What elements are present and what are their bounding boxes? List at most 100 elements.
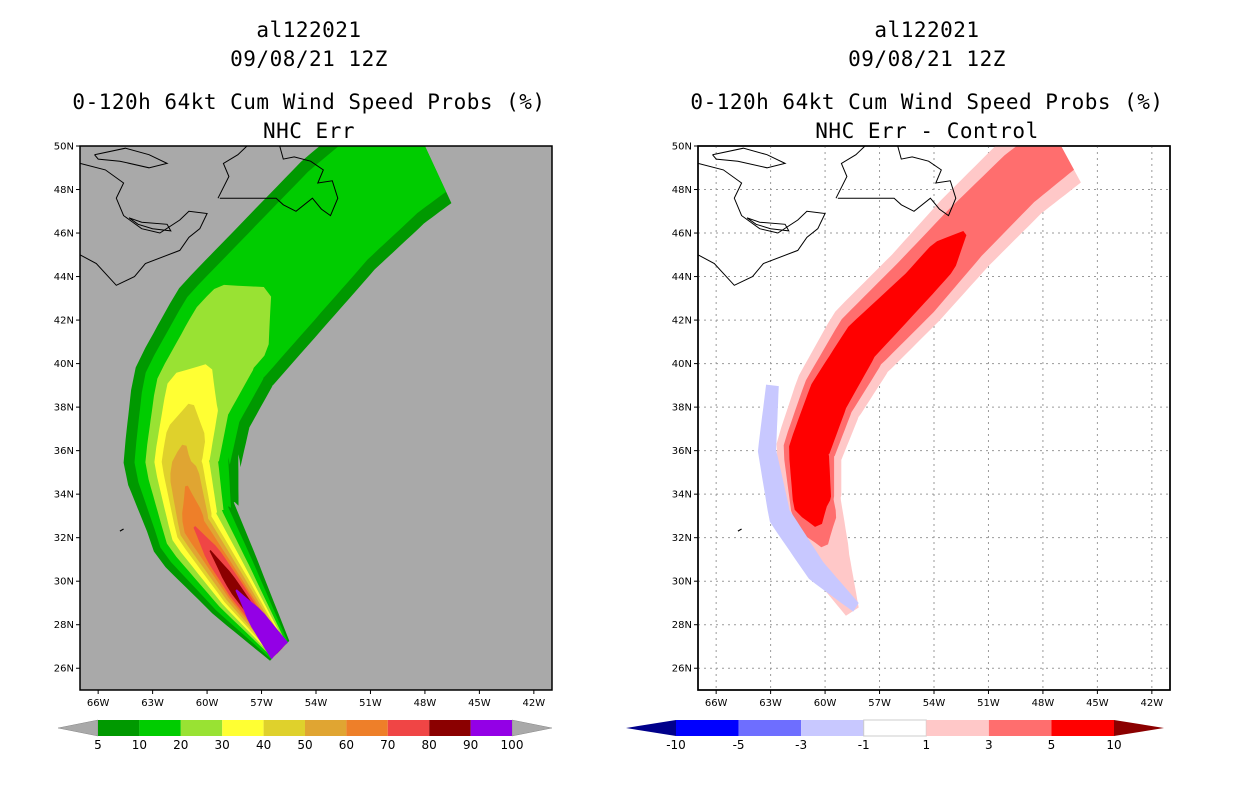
colorbar-swatch bbox=[180, 720, 223, 736]
colorbar-swatch bbox=[222, 720, 264, 736]
x-tick-label: 54W bbox=[305, 698, 328, 709]
colorbar-label: 100 bbox=[501, 738, 524, 752]
wind-prob-diff-map: 66W 63W 60W 57W 54W 51W 48W 45W 42W 26N 28N 30N 32N 3… bbox=[626, 142, 1171, 752]
colorbar-swatch bbox=[98, 720, 140, 736]
colorbar-label: 30 bbox=[215, 738, 230, 752]
y-tick-label: 38N bbox=[54, 403, 74, 414]
y-tick-label: 42N bbox=[672, 316, 692, 327]
colorbar-label: 70 bbox=[380, 738, 395, 752]
y-tick-label: 28N bbox=[54, 620, 74, 631]
chart-subtitle: NHC Err bbox=[262, 119, 355, 143]
chart-title: 0-120h 64kt Cum Wind Speed Probs (%) bbox=[72, 90, 546, 114]
colorbar-label: 10 bbox=[132, 738, 147, 752]
y-tick-label: 32N bbox=[672, 533, 692, 544]
colorbar-label: 10 bbox=[1106, 738, 1121, 752]
x-tick-label: 48W bbox=[1032, 698, 1055, 709]
colorbar-swatch bbox=[676, 720, 739, 736]
y-tick-label: 50N bbox=[54, 142, 74, 153]
prob-contour-90 bbox=[235, 589, 288, 660]
coastline-1 bbox=[835, 146, 866, 199]
colorbar-swatch bbox=[305, 720, 347, 736]
coastline-0 bbox=[698, 162, 826, 286]
x-tick-label: 51W bbox=[359, 698, 382, 709]
x-tick-label: 60W bbox=[814, 698, 837, 709]
diff-contour-5 bbox=[789, 231, 967, 527]
coastline-0 bbox=[80, 162, 208, 286]
colorbar-swatch bbox=[346, 720, 388, 736]
storm-id-title: al122021 bbox=[256, 18, 362, 42]
colorbar-label: 90 bbox=[463, 738, 478, 752]
colorbar-label: -3 bbox=[795, 738, 807, 752]
y-tick-label: 48N bbox=[54, 185, 74, 196]
colorbar-label: 1 bbox=[922, 738, 930, 752]
x-tick-label: 51W bbox=[977, 698, 1000, 709]
colorbar-swatch bbox=[863, 719, 927, 737]
x-tick-label: 66W bbox=[705, 698, 728, 709]
chart-subtitle: NHC Err - Control bbox=[815, 119, 1039, 143]
y-tick-label: 48N bbox=[672, 185, 692, 196]
colorbar-swatch bbox=[801, 720, 864, 736]
x-tick-label: 48W bbox=[414, 698, 437, 709]
coastline-2 bbox=[837, 146, 957, 217]
y-tick-label: 32N bbox=[54, 533, 74, 544]
coastline-2 bbox=[219, 146, 339, 217]
colorbar-swatch bbox=[926, 720, 989, 736]
colorbar-swatch bbox=[988, 720, 1052, 736]
y-tick-label: 40N bbox=[672, 359, 692, 370]
coastline-3 bbox=[94, 147, 169, 169]
colorbar-label: -1 bbox=[858, 738, 870, 752]
colorbar-swatch bbox=[1051, 720, 1114, 736]
y-tick-label: 26N bbox=[54, 664, 74, 675]
y-tick-label: 46N bbox=[54, 229, 74, 240]
colorbar-label: -5 bbox=[733, 738, 745, 752]
y-tick-label: 30N bbox=[54, 577, 74, 588]
left-chart-panel: al122021 09/08/21 12Z 0-120h 64kt Cum Wi… bbox=[54, 18, 553, 752]
colorbar-label: 5 bbox=[1048, 738, 1056, 752]
y-tick-label: 36N bbox=[54, 446, 74, 457]
right-chart-panel: al122021 09/08/21 12Z 0-120h 64kt Cum Wi… bbox=[618, 0, 1236, 800]
x-tick-label: 60W bbox=[196, 698, 219, 709]
y-tick-label: 34N bbox=[54, 490, 74, 501]
colorbar-under-arrow bbox=[626, 720, 676, 736]
x-tick-label: 63W bbox=[759, 698, 782, 709]
plot-frame-top bbox=[697, 145, 1171, 691]
x-tick-label: 45W bbox=[1086, 698, 1109, 709]
coastline-1 bbox=[217, 146, 248, 199]
datetime-title: 09/08/21 12Z bbox=[848, 47, 1006, 71]
colorbar-label: 80 bbox=[422, 738, 437, 752]
colorbar-label: 3 bbox=[985, 738, 993, 752]
x-tick-label: 57W bbox=[250, 698, 273, 709]
contour-group bbox=[698, 146, 1081, 616]
x-tick-label: 63W bbox=[141, 698, 164, 709]
y-tick-label: 44N bbox=[672, 272, 692, 283]
x-tick-label: 54W bbox=[923, 698, 946, 709]
y-tick-label: 30N bbox=[672, 577, 692, 588]
chart-title: 0-120h 64kt Cum Wind Speed Probs (%) bbox=[690, 90, 1164, 114]
coastline-4 bbox=[128, 217, 172, 232]
colorbar-swatch bbox=[470, 720, 512, 736]
y-tick-label: 46N bbox=[672, 229, 692, 240]
y-tick-label: 28N bbox=[672, 620, 692, 631]
x-tick-label: 57W bbox=[868, 698, 891, 709]
colorbar-label: 5 bbox=[94, 738, 102, 752]
colorbar-swatch bbox=[139, 720, 181, 736]
y-tick-label: 44N bbox=[54, 272, 74, 283]
x-tick-label: 66W bbox=[87, 698, 110, 709]
storm-id-title: al122021 bbox=[874, 18, 980, 42]
colorbar-under-arrow bbox=[57, 719, 99, 737]
island-bermuda bbox=[119, 528, 124, 532]
colorbar-over-arrow bbox=[511, 719, 553, 737]
x-tick-label: 45W bbox=[468, 698, 491, 709]
wind-prob-map: 66W 63W 60W 57W 54W 51W 48W 45W 42W 26N 28N 30N 32N 3… bbox=[54, 142, 553, 752]
colorbar-swatch bbox=[429, 720, 471, 736]
coastline-4 bbox=[746, 217, 790, 232]
diff-contour-neg1 bbox=[757, 384, 859, 612]
colorbar-label: -10 bbox=[666, 738, 686, 752]
y-tick-label: 34N bbox=[672, 490, 692, 501]
colorbar-swatch bbox=[738, 720, 802, 736]
y-tick-label: 26N bbox=[672, 664, 692, 675]
y-tick-label: 42N bbox=[54, 316, 74, 327]
colorbar-label: 20 bbox=[173, 738, 188, 752]
datetime-title: 09/08/21 12Z bbox=[230, 47, 388, 71]
colorbar-label: 50 bbox=[297, 738, 312, 752]
